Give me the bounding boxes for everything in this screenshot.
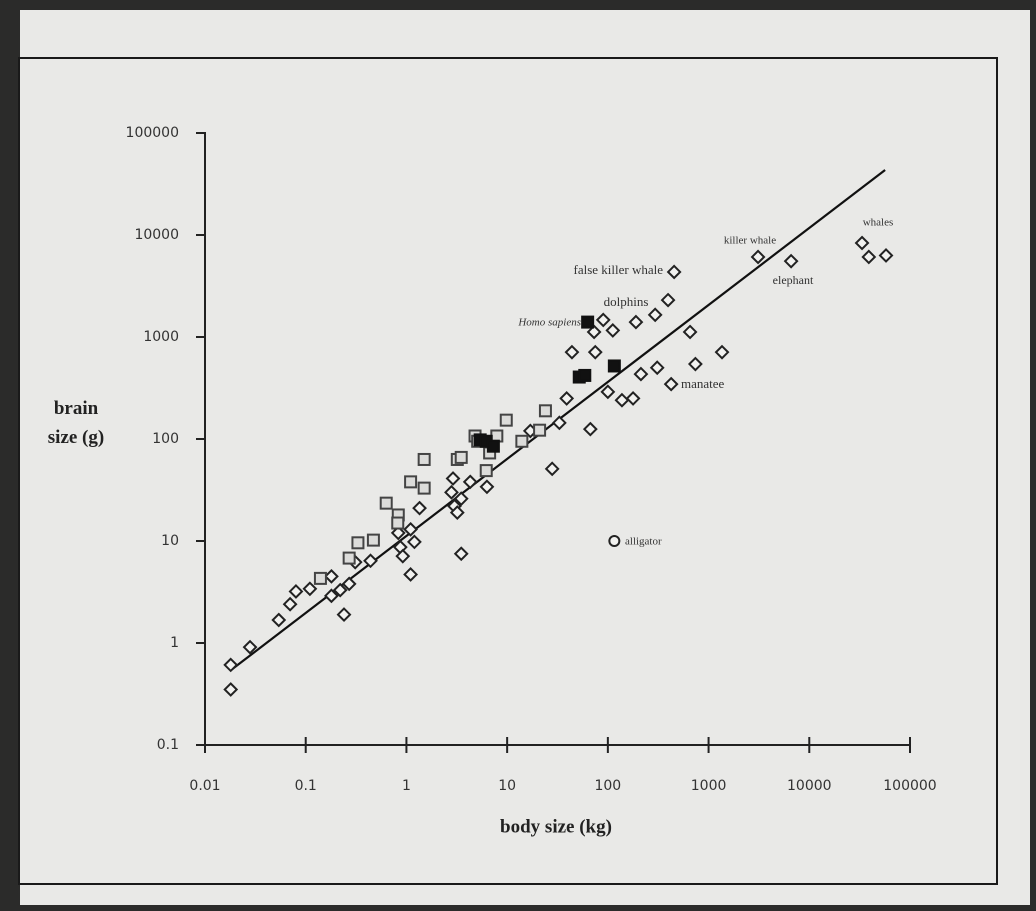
- diamond-point: [607, 324, 619, 336]
- square-point: [488, 441, 499, 452]
- y-tick-label: 10000: [134, 227, 179, 243]
- diamond-point: [668, 266, 680, 278]
- diamond-point: [408, 536, 420, 548]
- square-point: [315, 573, 326, 584]
- square-point: [456, 452, 467, 463]
- y-tick-label: 100000: [126, 125, 179, 141]
- diamond-point: [863, 251, 875, 263]
- diamond-point: [649, 309, 661, 321]
- square-point: [419, 483, 430, 494]
- diamond-point: [602, 386, 614, 398]
- square-point: [579, 370, 590, 381]
- diamond-point: [455, 548, 467, 560]
- diamond-point: [566, 346, 578, 358]
- x-tick-label: 10000: [787, 778, 832, 794]
- diamond-point: [225, 684, 237, 696]
- annotation: false killer whale: [573, 262, 663, 277]
- diamond-point: [464, 476, 476, 488]
- square-point: [501, 415, 512, 426]
- diamond-point: [290, 585, 302, 597]
- x-tick-label: 0.01: [189, 778, 220, 794]
- square-point: [419, 454, 430, 465]
- diamond-point: [627, 392, 639, 404]
- diamond-point: [273, 614, 285, 626]
- square-point: [516, 436, 527, 447]
- annotation: dolphins: [604, 294, 649, 309]
- diamond-point: [635, 368, 647, 380]
- diamond-point: [447, 472, 459, 484]
- y-axis-title: brain size (g): [40, 394, 112, 452]
- diamond-point: [546, 463, 558, 475]
- diamond-point: [553, 417, 565, 429]
- y-tick-label: 1000: [143, 329, 179, 345]
- square-point: [540, 405, 551, 416]
- diamond-point: [481, 481, 493, 493]
- square-point: [381, 498, 392, 509]
- square-point: [405, 476, 416, 487]
- diamond-point: [225, 659, 237, 671]
- diamond-point: [561, 392, 573, 404]
- diamond-point: [325, 570, 337, 582]
- page: body size (kg) 0.010.1110100100010000100…: [0, 0, 1036, 911]
- x-axis-title: body size (kg): [500, 816, 612, 837]
- chart: body size (kg) 0.010.1110100100010000100…: [0, 0, 1036, 911]
- diamond-point: [365, 555, 377, 567]
- square-point: [368, 535, 379, 546]
- diamond-point: [689, 358, 701, 370]
- annotation: manatee: [681, 376, 725, 391]
- diamond-point: [338, 609, 350, 621]
- x-tick-label: 1000: [691, 778, 727, 794]
- square-point: [481, 465, 492, 476]
- square-point: [534, 425, 545, 436]
- y-tick-label: 1: [170, 635, 179, 651]
- diamond-point: [665, 378, 677, 390]
- diamond-point: [284, 598, 296, 610]
- x-tick-label: 1: [402, 778, 411, 794]
- x-tick-label: 100000: [883, 778, 936, 794]
- diamond-point: [445, 486, 457, 498]
- annotation: killer whale: [724, 235, 776, 247]
- diamond-point: [630, 316, 642, 328]
- annotation: Homo sapiens: [517, 317, 581, 329]
- diamond-point: [616, 394, 628, 406]
- diamond-point: [651, 362, 663, 374]
- diamond-point: [414, 502, 426, 514]
- diamond-point: [684, 326, 696, 338]
- x-tick-label: 0.1: [295, 778, 317, 794]
- square-point: [609, 360, 620, 371]
- annotation: whales: [863, 217, 894, 229]
- square-point: [352, 537, 363, 548]
- diamond-point: [752, 251, 764, 263]
- x-tick-label: 10: [498, 778, 516, 794]
- square-point: [582, 317, 593, 328]
- diamond-point: [856, 237, 868, 249]
- diamond-point: [785, 255, 797, 267]
- diamond-point: [597, 314, 609, 326]
- y-tick-label: 0.1: [157, 737, 179, 753]
- diamond-point: [584, 423, 596, 435]
- annotation: elephant: [773, 273, 814, 287]
- square-point: [344, 553, 355, 564]
- annotation: alligator: [625, 536, 662, 548]
- x-tick-label: 100: [594, 778, 621, 794]
- circle-point: [609, 536, 619, 546]
- diamond-point: [405, 523, 417, 535]
- square-point: [392, 518, 403, 529]
- diamond-point: [589, 346, 601, 358]
- y-tick-label: 100: [152, 431, 179, 447]
- diamond-point: [880, 249, 892, 261]
- diamond-point: [716, 346, 728, 358]
- y-tick-label: 10: [161, 533, 179, 549]
- diamond-point: [662, 294, 674, 306]
- diamond-point: [405, 568, 417, 580]
